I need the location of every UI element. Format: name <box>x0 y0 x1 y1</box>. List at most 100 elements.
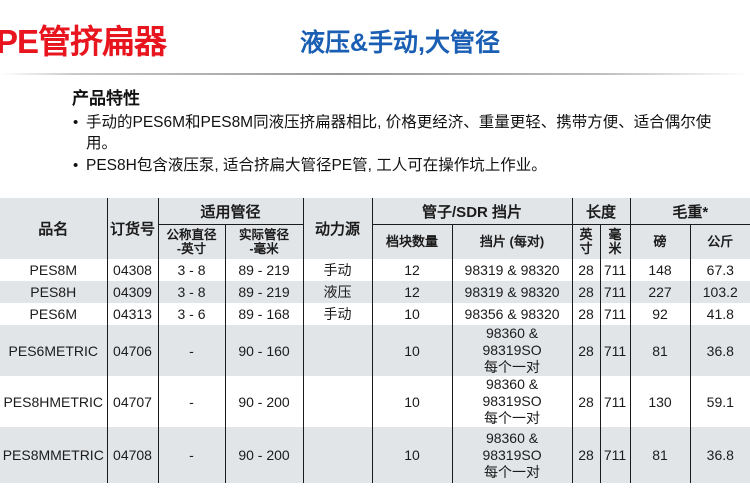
cell-kg: 67.3 <box>689 259 750 281</box>
cell-name: PES6METRIC <box>0 325 108 376</box>
cell-actual-dia: 90 - 200 <box>224 376 304 427</box>
blades-value: 98360 & 98319SO <box>482 429 542 463</box>
col-subheader-kg: 公斤 <box>689 224 750 259</box>
cell-mm: 711 <box>599 303 631 325</box>
cell-order-no: 04313 <box>106 303 159 325</box>
col-header-pipe-size: 适用管径 <box>157 198 304 225</box>
cell-order-no: 04707 <box>106 376 159 427</box>
list-item: • PES8H包含液压泵, 适合挤扁大管径PE管, 工人可在操作坑上作业。 <box>72 155 732 176</box>
col-header-length: 长度 <box>571 198 631 225</box>
nominal-dia-label: 公称直径 <box>166 228 217 242</box>
cell-power: 液压 <box>302 281 373 303</box>
col-subheader-lb: 磅 <box>629 224 691 259</box>
features-list: • 手动的PES6M和PES8M同液压挤扁器相比, 价格更经济、重量更轻、携带方… <box>72 112 732 176</box>
col-header-sdr: 管子/SDR 挡片 <box>371 198 573 225</box>
header-divider <box>0 73 750 75</box>
table-row: PES8HMETRIC 04707 - 90 - 200 10 98360 & … <box>0 376 750 427</box>
col-header-name: 品名 <box>0 198 108 259</box>
cell-nominal-dia: 3 - 6 <box>157 303 226 325</box>
blades-note: 每个一对 <box>484 359 541 375</box>
cell-name: PES6M <box>0 303 108 325</box>
nominal-dia-unit: -英寸 <box>176 242 207 256</box>
table-row: PES8MMETRIC 04708 - 90 - 200 10 98360 & … <box>0 427 750 483</box>
page-header: PE管挤扁器 液压&手动,大管径 <box>0 22 750 74</box>
cell-actual-dia: 89 - 168 <box>224 303 304 325</box>
features-heading: 产品特性 <box>72 89 140 108</box>
cell-blades: 98356 & 98320 <box>451 303 573 325</box>
col-subheader-actual-dia: 实际管径 -毫米 <box>224 224 304 259</box>
actual-dia-label: 实际管径 <box>239 228 290 242</box>
spec-table-wrapper: 品名 订货号 适用管径 动力源 管子/SDR 挡片 长度 毛重* 公称直径 -英… <box>0 198 750 483</box>
cell-kg: 36.8 <box>689 427 750 483</box>
cell-name: PES8H <box>0 281 108 303</box>
blades-value: 98360 & 98319SO <box>482 325 542 358</box>
feature-text: PES8H包含液压泵, 适合挤扁大管径PE管, 工人可在操作坑上作业。 <box>86 157 547 174</box>
cell-blades: 98360 & 98319SO 每个一对 <box>451 325 573 376</box>
table-header-row-sub: 公称直径 -英寸 实际管径 -毫米 档块数量 挡片 (每对) 英寸 毫米 磅 公… <box>0 224 750 259</box>
cell-actual-dia: 89 - 219 <box>224 281 304 303</box>
cell-name: PES8M <box>0 259 108 281</box>
table-header-row-group: 品名 订货号 适用管径 动力源 管子/SDR 挡片 长度 毛重* <box>0 198 750 259</box>
cell-mm: 711 <box>599 376 631 427</box>
cell-power <box>302 325 373 376</box>
cell-inch: 28 <box>571 325 601 376</box>
features-section: 产品特性 • 手动的PES6M和PES8M同液压挤扁器相比, 价格更经济、重量更… <box>72 88 732 177</box>
cell-lb: 81 <box>629 325 691 376</box>
cell-blades: 98360 & 98319SO 每个一对 <box>451 376 573 427</box>
table-row: PES6M 04313 3 - 6 89 - 168 手动 10 98356 &… <box>0 303 750 325</box>
table-row: PES8H 04309 3 - 8 89 - 219 液压 12 98319 &… <box>0 281 750 303</box>
cell-block-count: 12 <box>371 281 453 303</box>
col-subheader-block-count: 档块数量 <box>371 224 453 259</box>
cell-nominal-dia: - <box>157 427 226 483</box>
feature-text: 手动的PES6M和PES8M同液压挤扁器相比, 价格更经济、重量更轻、携带方便、… <box>86 114 712 152</box>
cell-block-count: 10 <box>371 303 453 325</box>
table-row: PES8M 04308 3 - 8 89 - 219 手动 12 98319 &… <box>0 259 750 281</box>
cell-blades: 98319 & 98320 <box>451 259 573 281</box>
cell-power <box>302 376 373 427</box>
cell-name: PES8MMETRIC <box>0 427 108 483</box>
list-item: • 手动的PES6M和PES8M同液压挤扁器相比, 价格更经济、重量更轻、携带方… <box>72 112 732 154</box>
col-header-order-no: 订货号 <box>106 198 159 259</box>
cell-power: 手动 <box>302 303 373 325</box>
bullet-icon: • <box>73 157 79 174</box>
cell-order-no: 04708 <box>106 427 159 483</box>
cell-lb: 130 <box>629 376 691 427</box>
cell-lb: 148 <box>629 259 691 281</box>
cell-nominal-dia: 3 - 8 <box>157 281 226 303</box>
cell-actual-dia: 90 - 200 <box>224 427 304 483</box>
cell-inch: 28 <box>571 376 601 427</box>
cell-inch: 28 <box>571 281 601 303</box>
cell-block-count: 10 <box>371 325 453 376</box>
col-subheader-blades: 挡片 (每对) <box>451 224 573 259</box>
cell-actual-dia: 89 - 219 <box>224 259 304 281</box>
cell-block-count: 10 <box>371 376 453 427</box>
cell-order-no: 04706 <box>106 325 159 376</box>
cell-kg: 36.8 <box>689 325 750 376</box>
cell-kg: 103.2 <box>689 281 750 303</box>
page-subtitle: 液压&手动,大管径 <box>300 29 501 57</box>
cell-order-no: 04308 <box>106 259 159 281</box>
table-head: 品名 订货号 适用管径 动力源 管子/SDR 挡片 长度 毛重* 公称直径 -英… <box>0 198 750 259</box>
cell-kg: 41.8 <box>689 303 750 325</box>
blades-note: 每个一对 <box>484 410 541 426</box>
cell-name: PES8HMETRIC <box>0 376 108 427</box>
bullet-icon: • <box>73 114 79 131</box>
cell-kg: 59.1 <box>689 376 750 427</box>
cell-nominal-dia: 3 - 8 <box>157 259 226 281</box>
col-subheader-mm: 毫米 <box>599 224 631 259</box>
blades-note: 每个一对 <box>484 463 541 480</box>
cell-block-count: 12 <box>371 259 453 281</box>
cell-mm: 711 <box>599 281 631 303</box>
spec-table: 品名 订货号 适用管径 动力源 管子/SDR 挡片 长度 毛重* 公称直径 -英… <box>0 198 750 483</box>
cell-power: 手动 <box>302 259 373 281</box>
cell-nominal-dia: - <box>157 376 226 427</box>
cell-inch: 28 <box>571 427 601 483</box>
cell-mm: 711 <box>599 259 631 281</box>
actual-dia-unit: -毫米 <box>249 242 279 256</box>
blades-value: 98360 & 98319SO <box>482 376 542 409</box>
cell-lb: 81 <box>629 427 691 483</box>
cell-inch: 28 <box>571 303 601 325</box>
cell-blades: 98319 & 98320 <box>451 281 573 303</box>
page-title: PE管挤扁器 <box>0 23 167 60</box>
cell-blades: 98360 & 98319SO 每个一对 <box>451 427 573 483</box>
